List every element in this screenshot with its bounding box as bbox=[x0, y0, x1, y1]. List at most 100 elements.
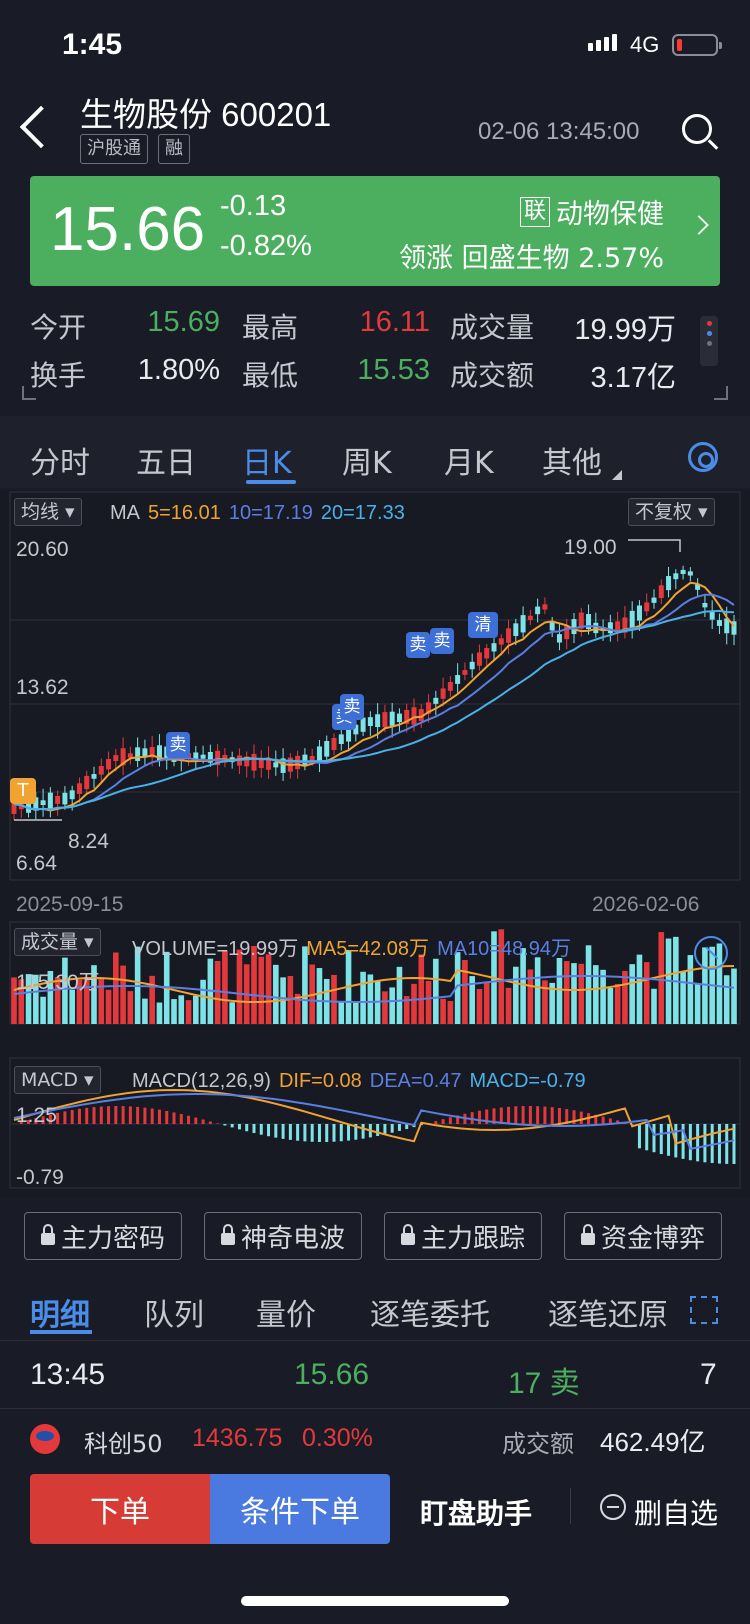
order-button[interactable]: 下单 bbox=[30, 1474, 210, 1544]
status-time: 1:45 bbox=[62, 28, 123, 61]
macd-bar bbox=[187, 1115, 191, 1124]
macd-bar bbox=[543, 1106, 547, 1124]
conditional-order-button[interactable]: 条件下单 bbox=[210, 1474, 390, 1544]
clear-signal-badge[interactable]: 清 bbox=[468, 612, 498, 638]
volume-bar bbox=[214, 960, 221, 1024]
tag-margin: 融 bbox=[158, 134, 190, 164]
tool-label: 神奇电波 bbox=[240, 1223, 345, 1254]
macd-chip[interactable]: MACD ▾ bbox=[14, 1066, 101, 1094]
min-marker: 8.24 bbox=[68, 830, 109, 853]
t-signal-badge[interactable]: T bbox=[10, 778, 36, 804]
chevron-right-icon bbox=[689, 215, 709, 235]
volume-bar bbox=[403, 996, 410, 1024]
sell-signal-badge[interactable]: 卖 bbox=[340, 694, 364, 720]
leader-pct: 2.57% bbox=[578, 243, 664, 274]
macd-bar bbox=[347, 1124, 351, 1141]
volume-bar bbox=[469, 976, 475, 1024]
candle-body bbox=[76, 783, 82, 794]
sell-signal-badge[interactable]: 卖 bbox=[406, 632, 430, 658]
macd-bar bbox=[216, 1123, 220, 1124]
volume-bar bbox=[389, 987, 395, 1024]
more-icon[interactable] bbox=[700, 316, 718, 366]
volume-bar bbox=[629, 964, 635, 1024]
quote-datetime: 02-06 13:45:00 bbox=[478, 118, 640, 145]
candle-body bbox=[55, 796, 61, 804]
macd-bar bbox=[274, 1124, 278, 1138]
macd-bar bbox=[99, 1106, 103, 1124]
tool-button-capital[interactable]: 资金博弈 bbox=[564, 1212, 722, 1260]
tab-volume-price[interactable]: 量价 bbox=[256, 1298, 316, 1333]
macd-bar bbox=[281, 1124, 285, 1139]
tab-tick-restore[interactable]: 逐笔还原 bbox=[548, 1298, 666, 1333]
tab-weekly-k[interactable]: 周K bbox=[342, 446, 392, 481]
volume-bar bbox=[54, 977, 61, 1024]
tab-five-day[interactable]: 五日 bbox=[136, 446, 196, 481]
indicator-chip[interactable]: 均线 ▾ bbox=[14, 498, 82, 526]
volume-chip[interactable]: 成交量 ▾ bbox=[14, 928, 101, 956]
tab-daily-k[interactable]: 日K bbox=[242, 446, 292, 481]
fullscreen-icon[interactable] bbox=[690, 1296, 718, 1324]
minus-circle-icon[interactable] bbox=[600, 1494, 626, 1520]
volume-bar bbox=[62, 957, 68, 1024]
volume-bar bbox=[636, 954, 643, 1024]
candle-body bbox=[724, 618, 730, 634]
price-banner[interactable]: 15.66 -0.13 -0.82% 联 动物保健 领涨 回盛生物 2.57% bbox=[30, 176, 720, 286]
tab-queue[interactable]: 队列 bbox=[144, 1298, 204, 1333]
tab-other[interactable]: 其他 bbox=[542, 446, 602, 481]
tab-detail[interactable]: 明细 bbox=[30, 1298, 90, 1333]
candle-body bbox=[527, 615, 533, 620]
volume-bar bbox=[694, 983, 701, 1024]
macd-bar bbox=[70, 1110, 74, 1124]
candle-body bbox=[18, 804, 24, 810]
kline-chart[interactable] bbox=[0, 490, 750, 1198]
macd-dea: DEA=0.47 bbox=[369, 1070, 462, 1092]
signal-icon bbox=[588, 34, 617, 51]
macd-bar bbox=[223, 1124, 227, 1126]
sector-row[interactable]: 联 动物保健 bbox=[519, 192, 664, 231]
volume-bar bbox=[156, 1002, 163, 1024]
leader-label: 领涨 bbox=[399, 243, 454, 274]
macd-bar bbox=[579, 1111, 583, 1124]
candle-body bbox=[98, 766, 104, 775]
candle-body bbox=[433, 697, 439, 704]
candle-body bbox=[389, 711, 395, 726]
search-icon[interactable] bbox=[682, 114, 712, 144]
tab-intraday[interactable]: 分时 bbox=[30, 446, 90, 481]
back-icon[interactable] bbox=[19, 105, 63, 149]
volume-ma10: MA10=48.94万 bbox=[437, 938, 572, 960]
volume-legend: VOLUME=19.99万 MA5=42.08万 MA10=48.94万 bbox=[132, 932, 571, 961]
volume-bar bbox=[193, 995, 199, 1024]
open-value: 15.69 bbox=[147, 306, 220, 338]
volume-bar bbox=[273, 964, 279, 1024]
settings-icon[interactable] bbox=[688, 442, 718, 472]
tab-tick-orders[interactable]: 逐笔委托 bbox=[370, 1298, 490, 1333]
volume-bar bbox=[105, 989, 112, 1024]
macd-frame bbox=[9, 1057, 741, 1189]
tool-button-tracking[interactable]: 主力跟踪 bbox=[384, 1212, 542, 1260]
tool-button-wave[interactable]: 神奇电波 bbox=[204, 1212, 362, 1260]
candle-body bbox=[84, 775, 90, 790]
tool-button-main-code[interactable]: 主力密码 bbox=[24, 1212, 182, 1260]
macd-dif-line bbox=[13, 1088, 735, 1145]
y-axis-bottom: 6.64 bbox=[16, 852, 57, 875]
active-tab-indicator bbox=[246, 480, 296, 484]
corner-br-icon bbox=[714, 386, 728, 400]
remove-watchlist-button[interactable]: 删自选 bbox=[634, 1497, 719, 1530]
home-indicator[interactable] bbox=[241, 1596, 509, 1606]
tool-label: 主力跟踪 bbox=[420, 1223, 525, 1254]
sell-signal-badge[interactable]: 卖 bbox=[430, 628, 454, 654]
sell-signal-badge[interactable]: 卖 bbox=[166, 732, 190, 758]
expand-icon[interactable] bbox=[694, 936, 728, 970]
assistant-button[interactable]: 盯盘助手 bbox=[420, 1497, 533, 1530]
tab-monthly-k[interactable]: 月K bbox=[444, 446, 494, 481]
adjust-chip[interactable]: 不复权 ▾ bbox=[628, 498, 715, 526]
macd-bar bbox=[441, 1119, 445, 1124]
candle-body bbox=[258, 758, 264, 769]
turnover-label: 换手 bbox=[30, 359, 87, 392]
macd-bar bbox=[405, 1124, 409, 1130]
volume-bar bbox=[716, 943, 723, 1024]
indicator-chip-label: 均线 bbox=[21, 501, 60, 523]
volume-bar bbox=[229, 1002, 235, 1024]
volume-bar bbox=[476, 988, 483, 1024]
max-marker-line bbox=[628, 539, 681, 552]
